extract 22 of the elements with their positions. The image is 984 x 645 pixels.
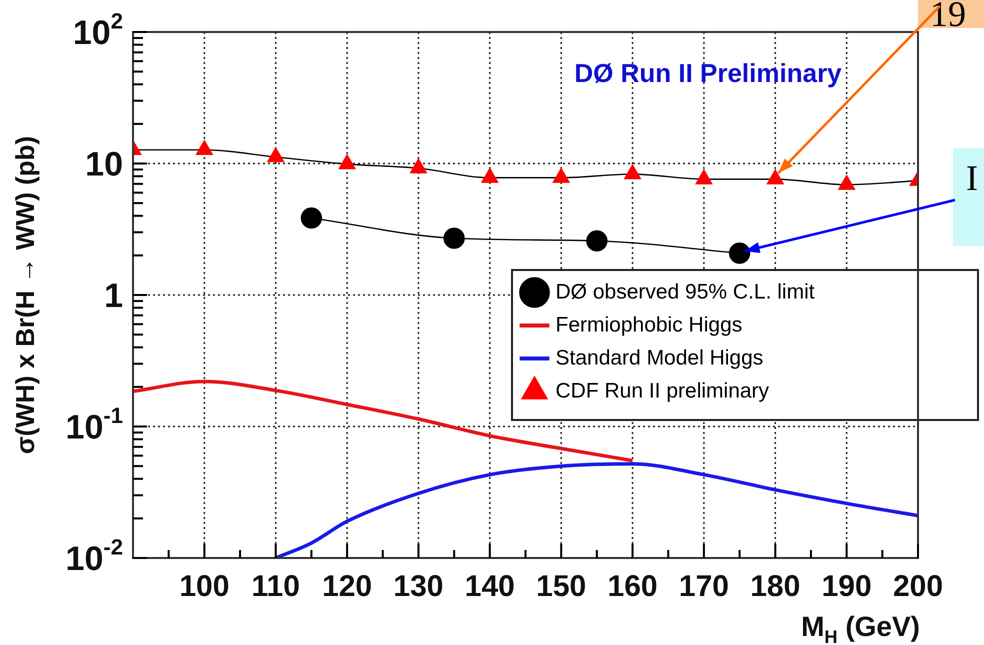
legend-label: DØ observed 95% C.L. limit <box>556 280 815 304</box>
x-tick-label: 190 <box>822 570 872 603</box>
x-tick-label: 200 <box>892 570 944 603</box>
text: DØ Run II Preliminary <box>574 58 842 88</box>
y-tick-label: 10 <box>85 146 124 184</box>
annotation: 19 <box>930 0 966 34</box>
legend-label: Fermiophobic Higgs <box>556 313 742 336</box>
x-tick-label: 150 <box>536 570 586 603</box>
x-tick-label: 120 <box>322 570 372 603</box>
annotation: I <box>966 158 978 198</box>
y-axis-title: σ(WH) x Br(H → WW) (pb) <box>10 136 40 454</box>
x-tick-label: 110 <box>252 570 300 603</box>
x-tick-label: 100 <box>179 570 230 603</box>
x-tick-label: 170 <box>678 570 729 603</box>
legend-label: Standard Model Higgs <box>556 346 764 370</box>
x-tick-label: 140 <box>464 570 515 603</box>
y-tick-label: 1 <box>104 277 124 315</box>
x-tick-label: 130 <box>393 570 444 603</box>
legend-label: CDF Run II preliminary <box>556 379 770 402</box>
x-tick-label: 180 <box>750 570 800 603</box>
line-series <box>274 462 918 558</box>
x-tick-label: 160 <box>608 570 658 603</box>
